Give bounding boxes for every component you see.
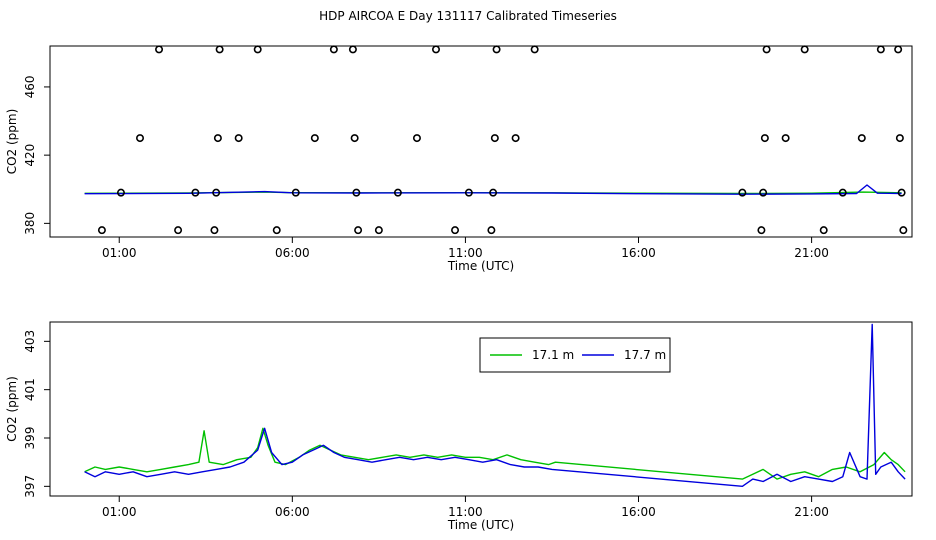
data-point-marker [212, 188, 221, 197]
data-point-marker [234, 134, 243, 143]
data-point-marker [757, 226, 766, 235]
data-point-marker [738, 188, 747, 197]
x-axis-label: Time (UTC) [447, 259, 514, 273]
data-point-marker [136, 134, 145, 143]
data-point-marker [759, 188, 768, 197]
data-point-marker [838, 188, 847, 197]
data-point-marker [899, 226, 908, 235]
data-point-marker [310, 134, 319, 143]
plot-frame [49, 321, 913, 497]
y-tick-label: 403 [23, 330, 37, 353]
data-point-marker [511, 134, 520, 143]
data-point-marker [253, 45, 262, 54]
chart-title: HDP AIRCOA E Day 131117 Calibrated Times… [319, 9, 617, 23]
data-point-marker [116, 188, 125, 197]
data-point-marker [350, 134, 359, 143]
x-axis-label: Time (UTC) [447, 518, 514, 532]
data-point-marker [760, 134, 769, 143]
data-point-marker [897, 188, 906, 197]
x-tick-label: 06:00 [275, 505, 310, 519]
y-tick-label: 460 [23, 75, 37, 98]
y-tick-label: 420 [23, 144, 37, 167]
data-point-marker [487, 226, 496, 235]
data-point-marker [895, 134, 904, 143]
data-point-marker [329, 45, 338, 54]
data-point-marker [894, 45, 903, 54]
data-point-marker [876, 45, 885, 54]
data-point-marker [393, 188, 402, 197]
y-tick-label: 399 [23, 427, 37, 450]
data-point-marker [213, 134, 222, 143]
y-tick-label: 401 [23, 378, 37, 401]
data-point-marker [819, 226, 828, 235]
legend-label: 17.7 m [624, 348, 666, 362]
data-point-marker [781, 134, 790, 143]
data-point-marker [272, 226, 281, 235]
data-point-marker [155, 45, 164, 54]
x-tick-label: 01:00 [102, 246, 137, 260]
series-line-green [84, 427, 906, 480]
data-point-marker [354, 226, 363, 235]
y-tick-label: 397 [23, 475, 37, 498]
x-tick-label: 21:00 [794, 246, 829, 260]
y-tick-label: 380 [23, 212, 37, 235]
data-point-marker [490, 134, 499, 143]
x-tick-label: 01:00 [102, 505, 137, 519]
series-line-blue [84, 323, 906, 487]
x-tick-label: 06:00 [275, 246, 310, 260]
data-point-marker [291, 188, 300, 197]
data-point-marker [800, 45, 809, 54]
data-point-marker [412, 134, 421, 143]
x-tick-label: 11:00 [448, 505, 483, 519]
data-point-marker [215, 45, 224, 54]
x-tick-label: 16:00 [621, 246, 656, 260]
data-point-marker [431, 45, 440, 54]
series-line-blue [84, 184, 902, 195]
plot-frame [49, 45, 913, 238]
data-point-marker [348, 45, 357, 54]
data-point-marker [464, 188, 473, 197]
data-point-marker [174, 226, 183, 235]
data-point-marker [374, 226, 383, 235]
data-point-marker [530, 45, 539, 54]
y-axis-label: CO2 (ppm) [5, 109, 19, 175]
data-point-marker [492, 45, 501, 54]
data-point-marker [489, 188, 498, 197]
data-point-marker [352, 188, 361, 197]
data-point-marker [210, 226, 219, 235]
legend-label: 17.1 m [532, 348, 574, 362]
data-point-marker [762, 45, 771, 54]
data-point-marker [97, 226, 106, 235]
data-point-marker [191, 188, 200, 197]
data-point-marker [857, 134, 866, 143]
x-tick-label: 11:00 [448, 246, 483, 260]
x-tick-label: 21:00 [794, 505, 829, 519]
x-tick-label: 16:00 [621, 505, 656, 519]
data-point-marker [451, 226, 460, 235]
y-axis-label: CO2 (ppm) [5, 376, 19, 442]
